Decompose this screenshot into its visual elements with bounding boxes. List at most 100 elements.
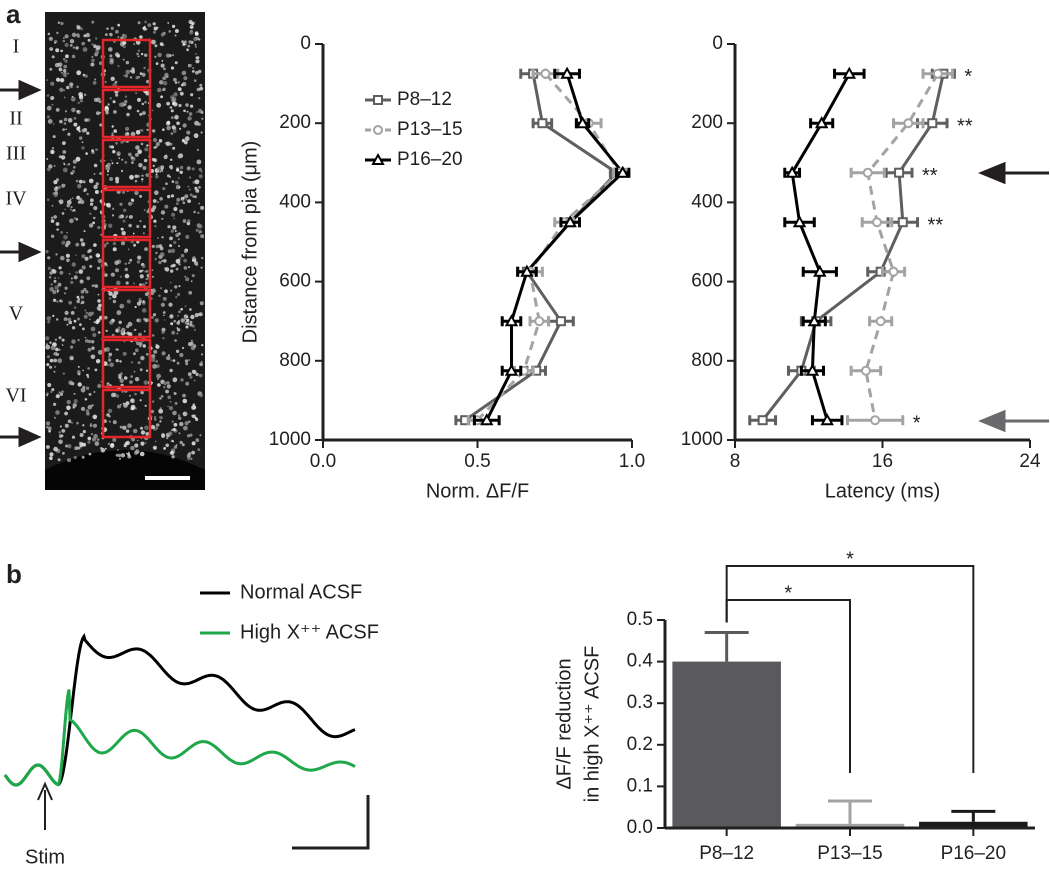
cell: [175, 267, 179, 271]
micrograph-background: [45, 12, 205, 490]
cell: [167, 194, 171, 199]
cell: [190, 341, 194, 346]
cell: [115, 93, 119, 97]
marker: [860, 365, 871, 376]
marker: [807, 314, 821, 327]
cell: [89, 318, 91, 321]
layer-arrows: [0, 79, 42, 448]
cell: [117, 23, 121, 27]
cell: [162, 87, 166, 92]
cell: [88, 223, 94, 228]
cell: [142, 166, 147, 170]
cell: [129, 76, 133, 79]
cell: [105, 202, 110, 207]
cell: [181, 346, 185, 350]
cell: [119, 202, 123, 206]
layer-label: III: [6, 143, 26, 165]
cell: [187, 199, 192, 204]
cell: [179, 91, 184, 96]
cell: [92, 332, 97, 338]
cell: [143, 380, 148, 385]
cell: [141, 180, 143, 183]
cell: [98, 303, 102, 308]
cell: [119, 378, 124, 383]
cell: [54, 41, 57, 44]
cell: [84, 256, 89, 261]
cell: [58, 431, 61, 434]
cell: [178, 285, 181, 288]
cell: [119, 457, 121, 460]
cell: [112, 299, 117, 304]
cell: [50, 216, 54, 219]
cell: [179, 209, 184, 214]
cell: [90, 311, 95, 315]
cell: [117, 404, 121, 409]
cell: [82, 180, 86, 184]
cell: [160, 32, 165, 37]
cell: [175, 233, 180, 238]
cell: [118, 102, 124, 107]
cell: [167, 405, 170, 408]
marker: [504, 363, 519, 376]
stim-label: Stim: [25, 846, 65, 868]
cell: [72, 403, 77, 408]
cell: [180, 253, 185, 258]
cell: [163, 381, 167, 386]
cell: [199, 86, 204, 91]
cell: [98, 308, 102, 312]
cell: [172, 427, 176, 432]
cell: [167, 249, 172, 253]
cell: [184, 40, 187, 43]
cell: [88, 452, 92, 456]
x-axis-label: Latency (ms): [825, 480, 941, 502]
cell: [141, 72, 146, 77]
marker: [870, 415, 881, 426]
cell: [62, 39, 66, 43]
cell: [124, 161, 128, 164]
cell: [162, 128, 165, 131]
cell: [150, 357, 156, 363]
cell: [108, 223, 113, 228]
cell: [195, 372, 199, 377]
cell: [71, 435, 76, 439]
marker: [888, 266, 899, 277]
cell: [198, 232, 201, 234]
y-axis-label: Distance from pia (μm): [239, 141, 261, 344]
cell: [163, 67, 166, 71]
cell: [185, 198, 187, 201]
cell: [173, 102, 178, 107]
cell: [193, 379, 196, 382]
cell: [128, 223, 132, 228]
cell: [177, 314, 180, 317]
cell: [152, 164, 155, 167]
cell: [176, 197, 181, 202]
cell: [176, 168, 180, 172]
cell: [186, 130, 191, 135]
cell: [78, 92, 83, 97]
cell: [53, 370, 56, 373]
cell: [140, 142, 144, 146]
significance: *: [913, 412, 921, 434]
cell: [55, 108, 60, 112]
cell: [194, 45, 198, 48]
cell: [143, 330, 146, 333]
legend-label: P16–20: [397, 149, 463, 170]
cell: [186, 221, 191, 226]
cell: [84, 398, 88, 401]
cell: [76, 70, 82, 76]
cell: [171, 180, 175, 184]
cell: [69, 208, 72, 211]
x-tick-label: 16: [872, 451, 893, 472]
marker: [373, 95, 383, 105]
cell: [46, 198, 50, 201]
cell: [182, 42, 186, 46]
cell: [84, 309, 87, 312]
cell: [53, 402, 57, 406]
cell: [60, 155, 66, 160]
cell: [97, 266, 101, 270]
cell: [155, 142, 160, 147]
cell: [157, 237, 159, 239]
cell: [97, 293, 100, 296]
cell: [194, 195, 197, 199]
cell: [54, 285, 59, 290]
